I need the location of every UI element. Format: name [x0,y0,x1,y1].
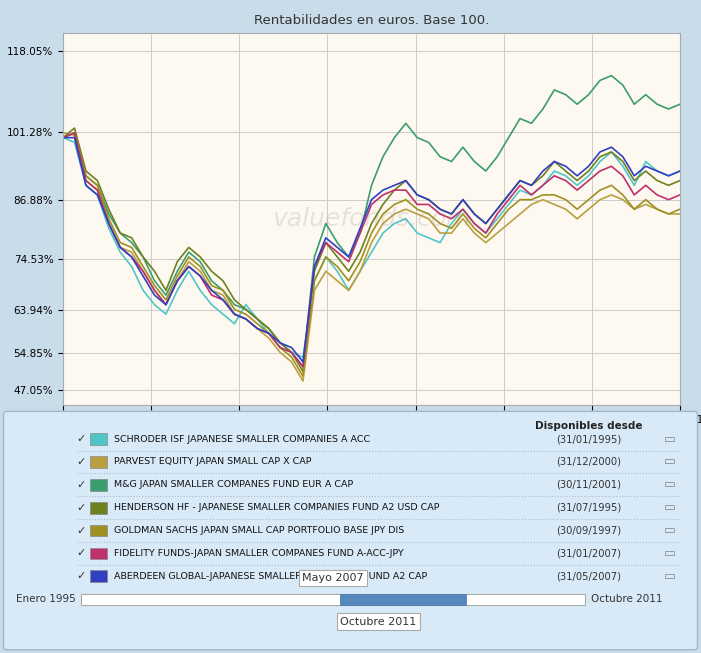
Text: Enero 1995: Enero 1995 [16,594,76,605]
Text: (31/01/1995): (31/01/1995) [556,434,622,444]
Text: (30/09/1997): (30/09/1997) [557,526,621,535]
Text: ✓: ✓ [76,434,86,444]
Text: ✓: ✓ [76,571,86,581]
Text: ▭: ▭ [664,502,675,514]
Text: (31/07/1995): (31/07/1995) [556,503,622,513]
Text: valuefonds.com: valuefonds.com [272,207,471,231]
Title: Rentabilidades en euros. Base 100.: Rentabilidades en euros. Base 100. [254,14,489,27]
Text: ▭: ▭ [664,570,675,582]
Text: Disponibles desde: Disponibles desde [535,421,643,431]
Text: Mayo 2007: Mayo 2007 [302,573,364,583]
Text: (30/11/2001): (30/11/2001) [557,480,621,490]
Text: HENDERSON HF - JAPANESE SMALLER COMPANIES FUND A2 USD CAP: HENDERSON HF - JAPANESE SMALLER COMPANIE… [114,503,440,512]
Text: ▭: ▭ [664,547,675,560]
Text: ✓: ✓ [76,457,86,467]
Text: ▭: ▭ [664,456,675,468]
Text: ✓: ✓ [76,526,86,535]
Text: FIDELITY FUNDS-JAPAN SMALLER COMPANES FUND A-ACC-JPY: FIDELITY FUNDS-JAPAN SMALLER COMPANES FU… [114,549,404,558]
Text: M&G JAPAN SMALLER COMPANES FUND EUR A CAP: M&G JAPAN SMALLER COMPANES FUND EUR A CA… [114,481,353,489]
Text: ▭: ▭ [664,433,675,445]
Text: Ninguno: Ninguno [18,473,72,485]
Text: Octubre 2011: Octubre 2011 [591,594,662,605]
Text: PARVEST EQUITY JAPAN SMALL CAP X CAP: PARVEST EQUITY JAPAN SMALL CAP X CAP [114,458,312,466]
Text: Octubre 2011: Octubre 2011 [341,616,416,627]
Text: SCHRODER ISF JAPANESE SMALLER COMPANIES A ACC: SCHRODER ISF JAPANESE SMALLER COMPANIES … [114,435,370,443]
Text: (31/12/2000): (31/12/2000) [557,457,621,467]
Text: (31/01/2007): (31/01/2007) [557,549,621,558]
Text: ▭: ▭ [664,479,675,491]
Text: GOLDMAN SACHS JAPAN SMALL CAP PORTFOLIO BASE JPY DIS: GOLDMAN SACHS JAPAN SMALL CAP PORTFOLIO … [114,526,404,535]
Text: ✓: ✓ [76,480,86,490]
Text: ✓: ✓ [76,503,86,513]
Text: ✓: ✓ [76,549,86,558]
Text: ▭: ▭ [664,524,675,537]
Text: Todos: Todos [26,443,64,456]
Text: ABERDEEN GLOBAL-JAPANESE SMALLER COMPANIES FUND A2 CAP: ABERDEEN GLOBAL-JAPANESE SMALLER COMPANI… [114,572,428,581]
Text: Actualizar: Actualizar [607,611,674,624]
Text: (31/05/2007): (31/05/2007) [557,571,621,581]
